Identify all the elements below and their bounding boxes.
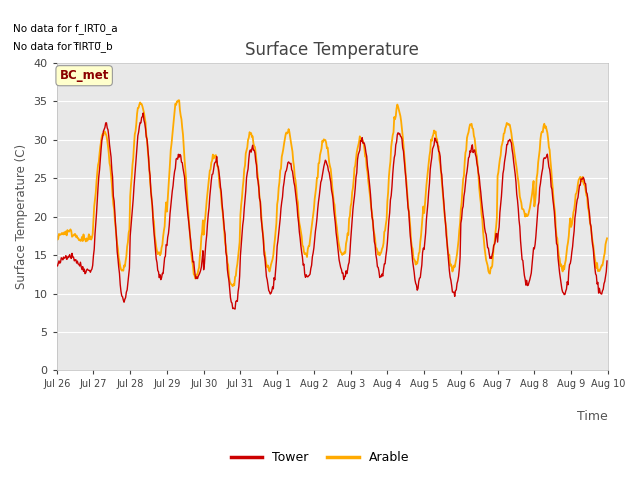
Text: No data for f̅IRT0̅_b: No data for f̅IRT0̅_b xyxy=(13,42,112,52)
Legend: Tower, Arable: Tower, Arable xyxy=(226,446,414,469)
Text: BC_met: BC_met xyxy=(60,69,109,82)
Title: Surface Temperature: Surface Temperature xyxy=(245,41,419,59)
Text: Time: Time xyxy=(577,410,608,423)
Text: No data for f_IRT0_a: No data for f_IRT0_a xyxy=(13,23,117,34)
Y-axis label: Surface Temperature (C): Surface Temperature (C) xyxy=(15,144,28,289)
